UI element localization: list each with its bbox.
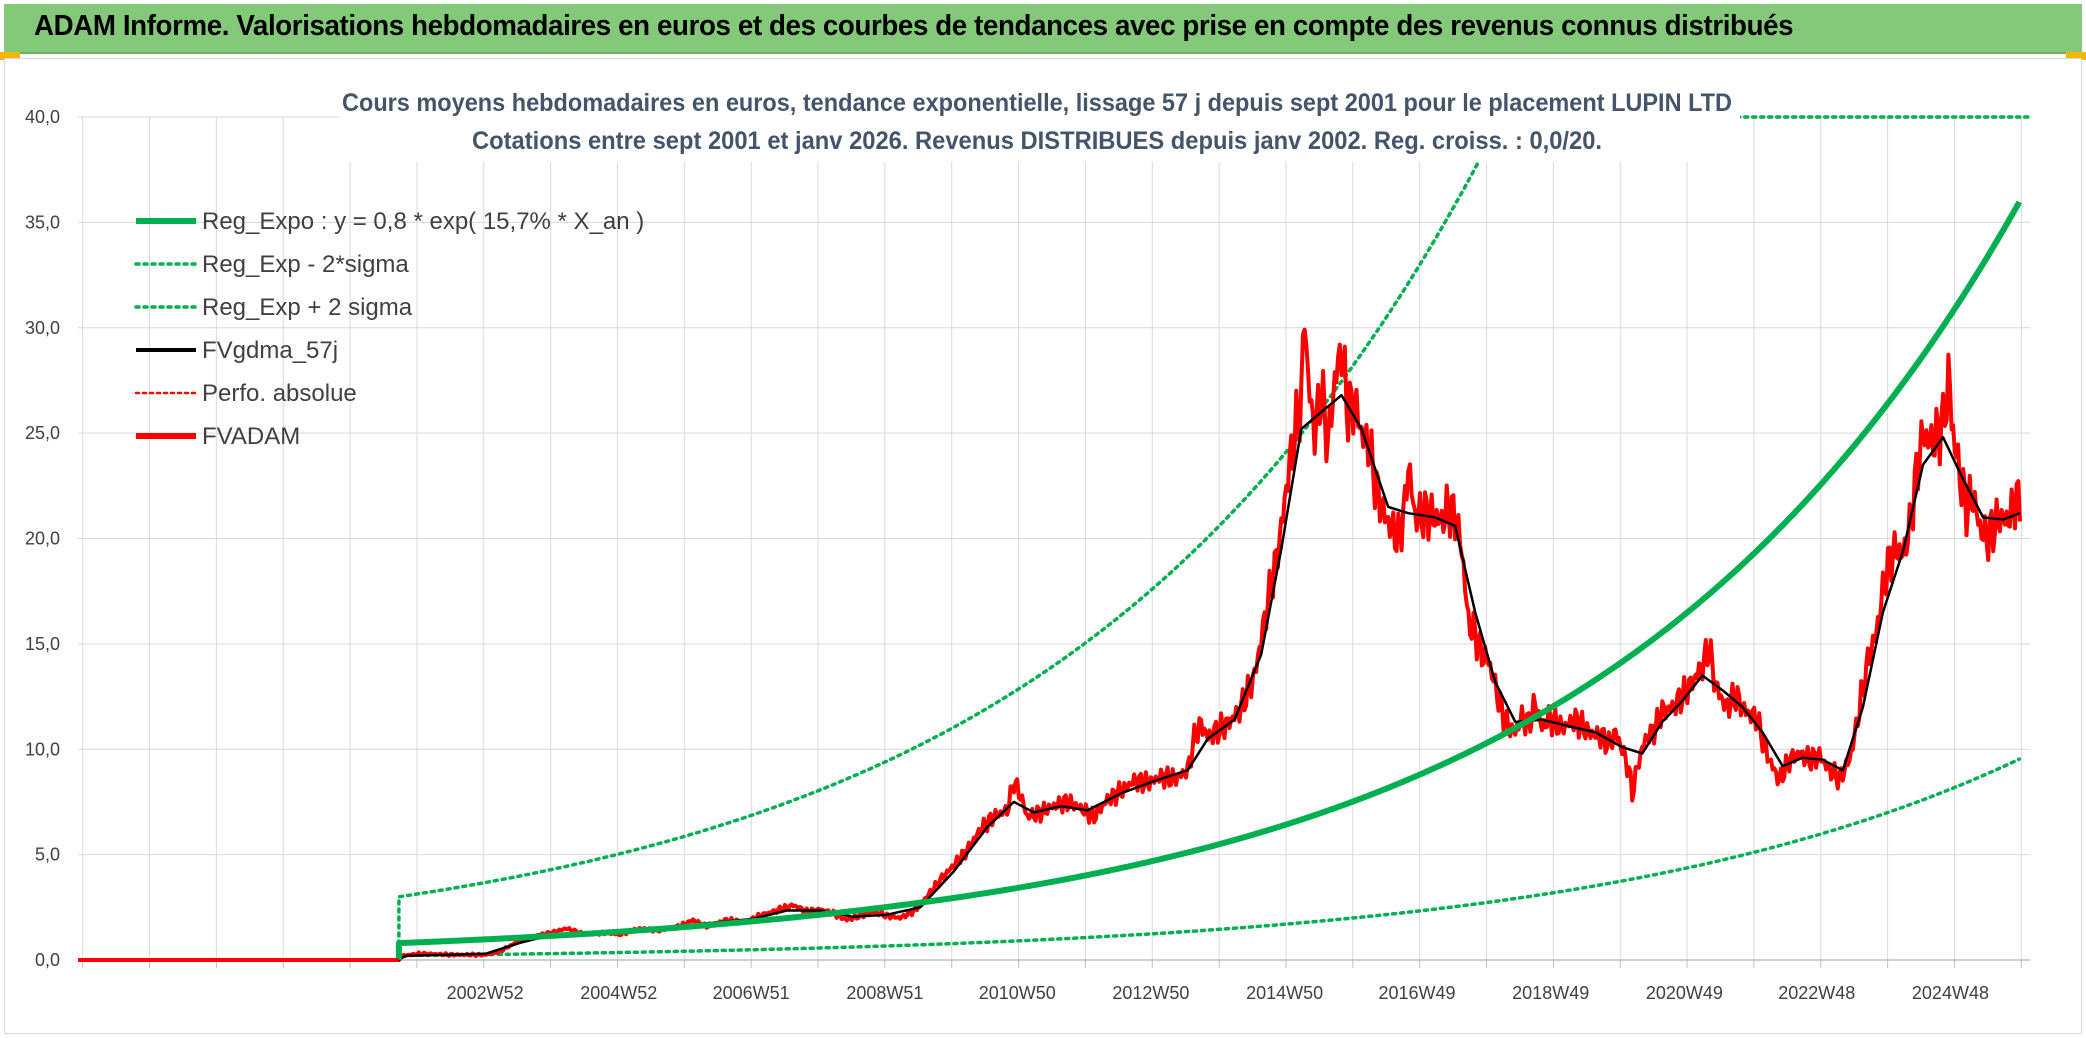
y-tick-label: 10,0: [25, 739, 60, 759]
x-tick-label: 2002W52: [447, 983, 524, 1003]
y-tick-label: 35,0: [25, 212, 60, 232]
chart-series: [77, 115, 2032, 962]
legend-label: FVgdma_57j: [202, 337, 338, 364]
chart-title-line-1: Cours moyens hebdomadaires en euros, ten…: [342, 89, 1732, 117]
legend-label: FVADAM: [202, 423, 300, 450]
report-banner: ADAM Informe. Valorisations hebdomadaire…: [4, 4, 2082, 54]
legend-label: Perfo. absolue: [202, 380, 357, 407]
y-tick-label: 5,0: [35, 845, 60, 865]
chart-titles: Cours moyens hebdomadaires en euros, ten…: [340, 80, 1740, 162]
left-corner-marker: [0, 52, 20, 60]
y-tick-label: 20,0: [25, 529, 60, 549]
y-tick-label: 15,0: [25, 634, 60, 654]
title-background: [340, 80, 1740, 162]
x-tick-label: 2016W49: [1378, 983, 1455, 1003]
x-tick-label: 2020W49: [1646, 983, 1723, 1003]
y-tick-label: 40,0: [25, 107, 60, 127]
x-tick-label: 2014W50: [1246, 983, 1323, 1003]
legend-label: Reg_Exp - 2*sigma: [202, 251, 409, 278]
fvgdma-line: [78, 393, 2021, 962]
x-tick-label: 2004W52: [580, 983, 657, 1003]
x-tick-label: 2012W50: [1112, 983, 1189, 1003]
chart-title-line-2: Cotations entre sept 2001 et janv 2026. …: [472, 127, 1602, 155]
right-corner-marker: [2066, 52, 2086, 60]
x-tick-label: 2008W51: [846, 983, 923, 1003]
chart-grid: [78, 116, 2030, 960]
fvadam-line: [77, 327, 2022, 962]
legend-label: Reg_Expo : y = 0,8 * exp( 15,7% * X_an ): [202, 208, 644, 235]
chart-legend: Reg_Expo : y = 0,8 * exp( 15,7% * X_an )…: [134, 208, 644, 450]
lower-band-line: [397, 757, 2022, 962]
legend-label: Reg_Exp + 2 sigma: [202, 294, 413, 321]
upper-band-line: [397, 123, 1500, 962]
x-tick-label: 2006W51: [713, 983, 790, 1003]
y-tick-label: 0,0: [35, 950, 60, 970]
x-tick-label: 2018W49: [1512, 983, 1589, 1003]
x-tick-label: 2022W48: [1778, 983, 1855, 1003]
chart-axes: 0,0 5,0 10,0 15,0 20,0 25,0 30,0 35,0 40,0 2002W5…: [25, 107, 2030, 1003]
y-tick-label: 25,0: [25, 423, 60, 443]
report-title: ADAM Informe. Valorisations hebdomadaire…: [34, 10, 1794, 42]
regression-line: [395, 200, 2022, 961]
y-tick-label: 30,0: [25, 318, 60, 338]
x-tick-label: 2010W50: [979, 983, 1056, 1003]
x-tick-label: 2024W48: [1912, 983, 1989, 1003]
